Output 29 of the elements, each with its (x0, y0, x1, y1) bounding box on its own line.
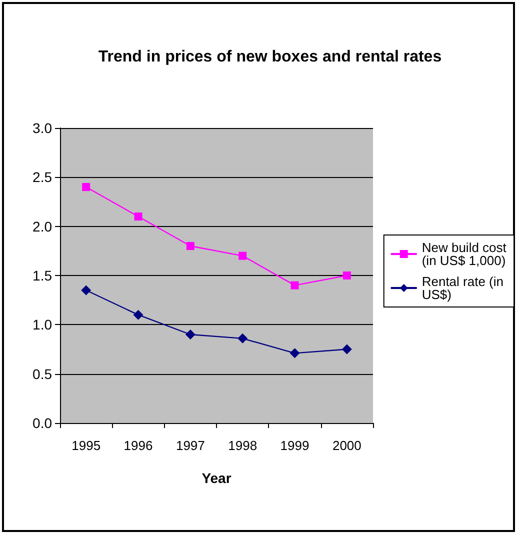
point (82, 183, 90, 191)
point (133, 310, 144, 320)
x-axis-title: Year (202, 470, 232, 486)
point (134, 212, 142, 220)
y-tick-label: 0.0 (32, 415, 52, 431)
chart-title: Trend in prices of new boxes and rental rates (98, 48, 442, 66)
point (186, 242, 194, 250)
legend-label: Rental rate (in US$) (422, 274, 508, 302)
point (238, 333, 248, 344)
x-tick-label: 1995 (72, 438, 101, 453)
point (342, 344, 352, 354)
point (81, 285, 92, 296)
point (238, 252, 247, 260)
x-tick-label: 1996 (124, 438, 153, 453)
point (185, 330, 196, 340)
legend-label: New build cost (in US$ 1,000) (422, 240, 510, 268)
point (342, 272, 351, 280)
y-tick-label: 2.0 (32, 218, 52, 234)
x-tick-label: 1999 (280, 438, 310, 453)
point (290, 348, 300, 358)
y-tick-label: 1.5 (32, 268, 52, 284)
y-tick-label: 0.5 (32, 366, 52, 382)
x-tick-label: 1998 (228, 438, 258, 453)
y-tick-label: 2.5 (32, 169, 52, 186)
x-tick-label: 1997 (176, 438, 205, 453)
y-tick-label: 1.0 (32, 316, 52, 333)
y-tick-label: 3.0 (32, 120, 52, 136)
point (290, 281, 299, 290)
x-tick-label: 2000 (332, 438, 362, 453)
